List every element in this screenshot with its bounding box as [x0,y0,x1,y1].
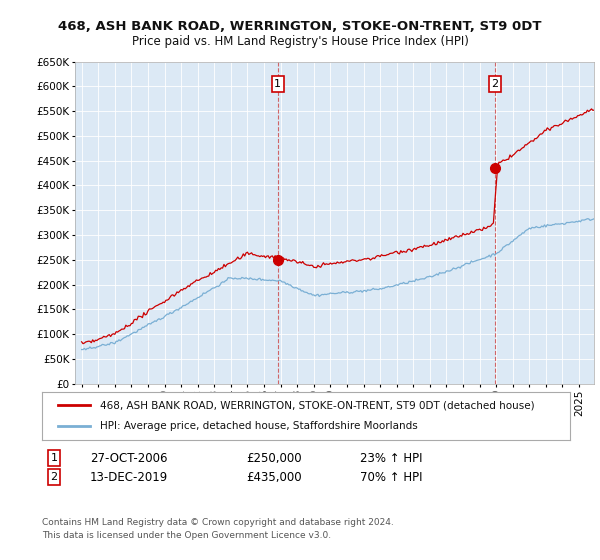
Text: 23% ↑ HPI: 23% ↑ HPI [360,451,422,465]
Text: 2: 2 [50,472,58,482]
Text: 13-DEC-2019: 13-DEC-2019 [90,470,168,484]
Text: Price paid vs. HM Land Registry's House Price Index (HPI): Price paid vs. HM Land Registry's House … [131,35,469,48]
Text: 70% ↑ HPI: 70% ↑ HPI [360,470,422,484]
Text: 1: 1 [50,453,58,463]
Text: 468, ASH BANK ROAD, WERRINGTON, STOKE-ON-TRENT, ST9 0DT (detached house): 468, ASH BANK ROAD, WERRINGTON, STOKE-ON… [100,400,535,410]
Text: HPI: Average price, detached house, Staffordshire Moorlands: HPI: Average price, detached house, Staf… [100,421,418,431]
Text: 468, ASH BANK ROAD, WERRINGTON, STOKE-ON-TRENT, ST9 0DT: 468, ASH BANK ROAD, WERRINGTON, STOKE-ON… [58,20,542,32]
Text: 2: 2 [491,79,499,89]
Text: £250,000: £250,000 [246,451,302,465]
Text: 1: 1 [274,79,281,89]
Text: 27-OCT-2006: 27-OCT-2006 [90,451,167,465]
Text: Contains HM Land Registry data © Crown copyright and database right 2024.
This d: Contains HM Land Registry data © Crown c… [42,518,394,539]
Text: £435,000: £435,000 [246,470,302,484]
